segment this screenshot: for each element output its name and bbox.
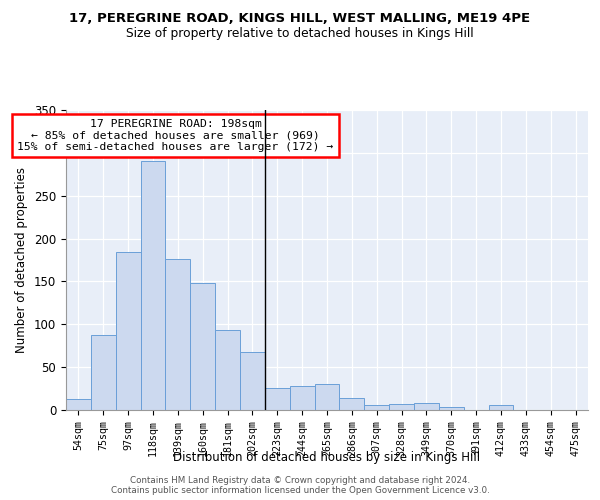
Bar [166,259,190,410]
Bar [190,283,215,410]
Bar [488,405,514,410]
Bar [240,352,265,410]
Bar [116,252,140,410]
Text: Contains HM Land Registry data © Crown copyright and database right 2024.: Contains HM Land Registry data © Crown c… [130,476,470,485]
Bar [140,162,166,410]
Y-axis label: Number of detached properties: Number of detached properties [16,167,28,353]
Bar [364,405,389,410]
Bar [265,388,290,410]
Bar [340,398,364,410]
Bar [414,403,439,410]
Text: Contains public sector information licensed under the Open Government Licence v3: Contains public sector information licen… [110,486,490,495]
Text: 17 PEREGRINE ROAD: 198sqm
← 85% of detached houses are smaller (969)
15% of semi: 17 PEREGRINE ROAD: 198sqm ← 85% of detac… [17,119,334,152]
Bar [314,384,340,410]
Bar [66,399,91,410]
Bar [389,404,414,410]
Bar [215,330,240,410]
Text: Distribution of detached houses by size in Kings Hill: Distribution of detached houses by size … [173,451,481,464]
Bar [290,386,314,410]
Bar [439,408,464,410]
Text: Size of property relative to detached houses in Kings Hill: Size of property relative to detached ho… [126,28,474,40]
Bar [91,334,116,410]
Text: 17, PEREGRINE ROAD, KINGS HILL, WEST MALLING, ME19 4PE: 17, PEREGRINE ROAD, KINGS HILL, WEST MAL… [70,12,530,26]
